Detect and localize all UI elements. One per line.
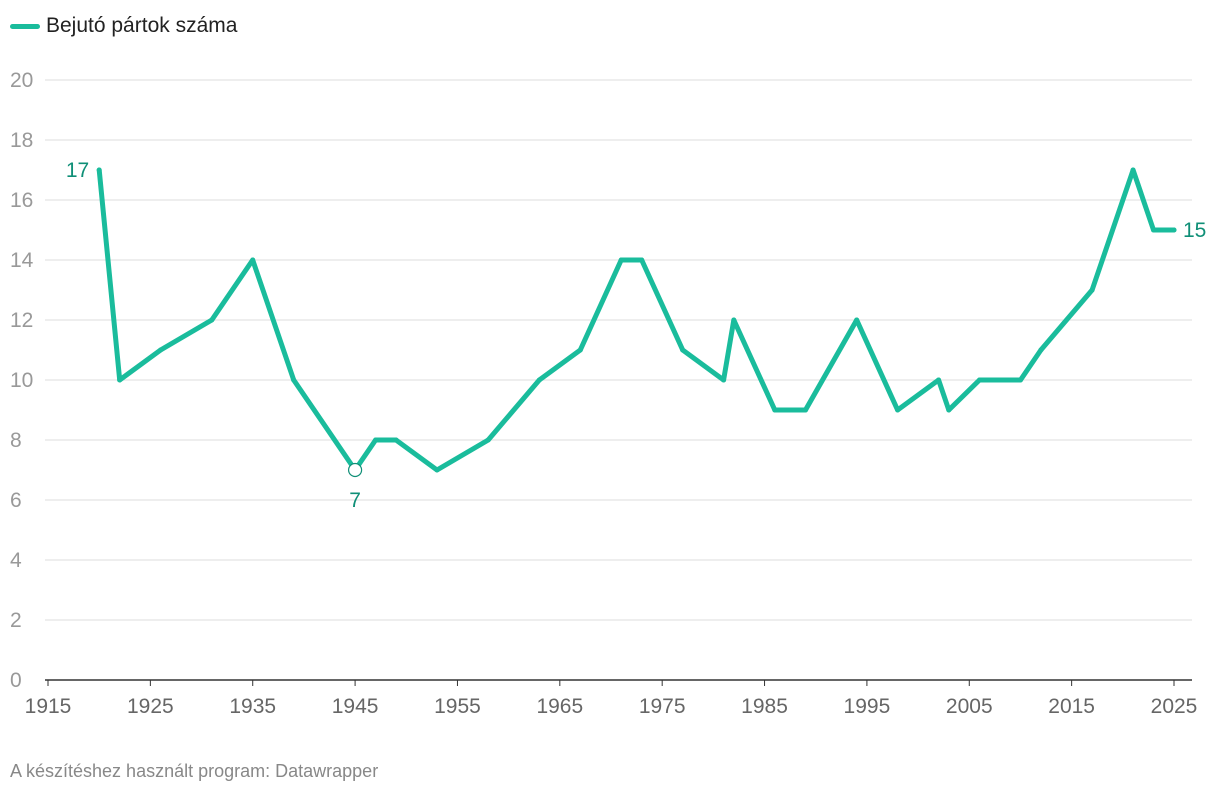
data-point [577, 347, 583, 353]
x-tick-label: 1915 [25, 695, 72, 718]
legend: Bejutó pártok száma [10, 14, 237, 38]
data-label: 15 [1183, 219, 1206, 242]
data-point [1151, 227, 1157, 233]
legend-label: Bejutó pártok száma [46, 14, 238, 37]
data-label: 17 [66, 159, 89, 182]
x-tick-label: 1995 [844, 695, 891, 718]
y-tick-label: 10 [10, 369, 33, 392]
y-tick-label: 2 [10, 609, 22, 632]
legend-swatch [10, 23, 40, 29]
data-point [772, 407, 778, 413]
data-point [1017, 377, 1023, 383]
x-tick-label: 2015 [1048, 695, 1095, 718]
x-tick-label: 2005 [946, 695, 993, 718]
y-tick-label: 6 [10, 489, 22, 512]
y-axis-labels: 0 2 4 6 8 10 12 14 16 18 20 [10, 69, 34, 692]
x-tick-label: 1925 [127, 695, 174, 718]
y-tick-label: 14 [10, 249, 34, 272]
x-tick-label: 1945 [332, 695, 379, 718]
x-axis-labels: 1915 1925 1935 1945 1955 1965 1975 1985 1995 2005… [25, 680, 1198, 718]
y-tick-label: 12 [10, 309, 33, 332]
data-point [1038, 347, 1044, 353]
data-point [977, 377, 983, 383]
data-point [291, 377, 297, 383]
y-tick-label: 8 [10, 429, 22, 452]
data-point [434, 467, 440, 473]
data-label: 7 [349, 489, 361, 512]
series-layer [96, 167, 1177, 473]
x-tick-label: 1965 [536, 695, 583, 718]
data-point [1089, 287, 1095, 293]
data-point [946, 407, 952, 413]
data-point [117, 377, 123, 383]
data-point [639, 257, 645, 263]
x-tick-label: 1935 [229, 695, 276, 718]
y-tick-label: 16 [10, 189, 33, 212]
x-tick-label: 2025 [1151, 695, 1198, 718]
data-point [854, 317, 860, 323]
data-point [731, 317, 737, 323]
y-tick-label: 0 [10, 669, 22, 692]
data-point [373, 437, 379, 443]
footer-credit: A készítéshez használt program: Datawrap… [10, 761, 379, 781]
data-point [721, 377, 727, 383]
y-tick-label: 4 [10, 549, 22, 572]
annotation-marker [347, 462, 363, 478]
data-point [1171, 227, 1177, 233]
data-point [96, 167, 102, 173]
data-point [1130, 167, 1136, 173]
data-point [895, 407, 901, 413]
y-tick-label: 20 [10, 69, 33, 92]
x-tick-label: 1985 [741, 695, 788, 718]
data-point [209, 317, 215, 323]
data-point [936, 377, 942, 383]
data-point [536, 377, 542, 383]
data-point [158, 347, 164, 353]
data-point [680, 347, 686, 353]
grid [45, 79, 1192, 681]
y-tick-label: 18 [10, 129, 33, 152]
data-point [250, 257, 256, 263]
data-point [618, 257, 624, 263]
data-point [485, 437, 491, 443]
data-point [393, 437, 399, 443]
data-point [802, 407, 808, 413]
x-tick-label: 1955 [434, 695, 481, 718]
annotations: 17 7 15 [66, 159, 1207, 512]
x-tick-label: 1975 [639, 695, 686, 718]
